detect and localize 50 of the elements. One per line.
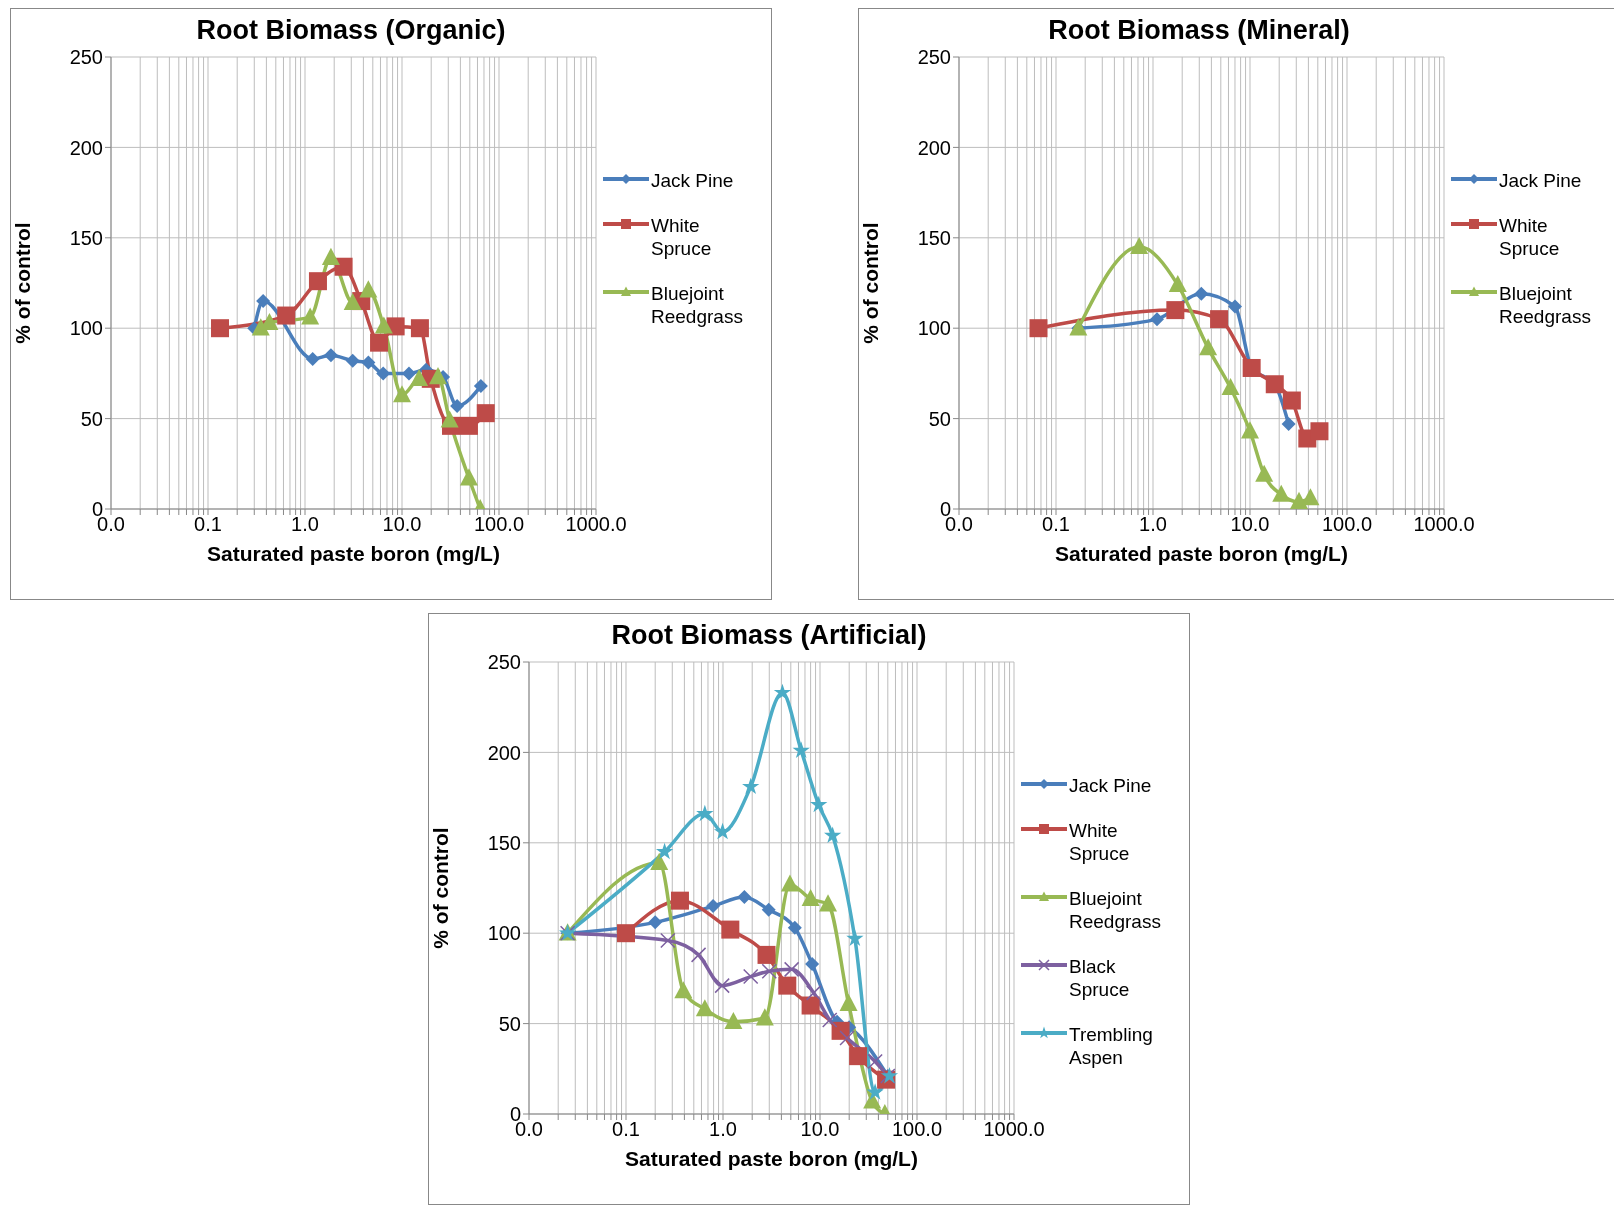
x-tick-label: 1.0 — [709, 1118, 737, 1141]
chart-title: Root Biomass (Mineral) — [1047, 15, 1351, 46]
x-tick-label: 100.0 — [891, 1118, 943, 1141]
legend-label: Bluejoint Reedgrass — [1069, 887, 1162, 933]
legend-label: White Spruce — [1069, 819, 1131, 865]
x-tick-label: 1000.0 — [565, 513, 627, 536]
legend-label: Jack Pine — [1069, 774, 1153, 797]
x-tick-label: 0.1 — [194, 513, 222, 536]
y-axis-title: % of control — [859, 222, 883, 344]
legend-label: Jack Pine — [1499, 169, 1583, 192]
legend-label: Black Spruce — [1069, 955, 1131, 1001]
y-tick-label: 200 — [69, 136, 103, 159]
x-tick-label: 1000.0 — [1413, 513, 1475, 536]
y-tick-label: 150 — [917, 226, 951, 249]
y-tick-label: 200 — [487, 741, 521, 764]
y-axis-title: % of control — [11, 222, 35, 344]
y-tick-label: 100 — [69, 317, 103, 340]
legend-label: White Spruce — [651, 214, 713, 260]
x-tick-label: 10.0 — [382, 513, 422, 536]
y-tick-label: 250 — [69, 46, 103, 69]
legend-label: Jack Pine — [651, 169, 735, 192]
legend-label: Trembling Aspen — [1069, 1023, 1154, 1069]
legend-label: Bluejoint Reedgrass — [651, 282, 744, 328]
y-tick-label: 150 — [69, 226, 103, 249]
x-axis-title: Saturated paste boron (mg/L) — [625, 1147, 918, 1170]
x-tick-label: 100.0 — [1321, 513, 1373, 536]
chart-title: Root Biomass (Artificial) — [610, 620, 928, 651]
y-tick-label: 200 — [917, 136, 951, 159]
y-tick-label: 50 — [80, 407, 103, 430]
y-tick-label: 100 — [917, 317, 951, 340]
y-tick-label: 100 — [487, 922, 521, 945]
y-tick-label: 250 — [487, 651, 521, 674]
x-axis-title: Saturated paste boron (mg/L) — [1055, 542, 1348, 565]
x-tick-label: 0.1 — [1042, 513, 1070, 536]
y-tick-label: 50 — [928, 407, 951, 430]
chart-title: Root Biomass (Organic) — [195, 15, 507, 46]
x-tick-label: 0.1 — [612, 1118, 640, 1141]
legend-label: White Spruce — [1499, 214, 1561, 260]
x-tick-label: 1000.0 — [983, 1118, 1045, 1141]
y-tick-label: 50 — [498, 1012, 521, 1035]
x-tick-label: 10.0 — [800, 1118, 840, 1141]
x-tick-label: 1.0 — [1139, 513, 1167, 536]
y-tick-label: 150 — [487, 831, 521, 854]
x-tick-label: 1.0 — [291, 513, 319, 536]
legend-label: Bluejoint Reedgrass — [1499, 282, 1592, 328]
x-tick-label: 10.0 — [1230, 513, 1270, 536]
x-axis-title: Saturated paste boron (mg/L) — [207, 542, 500, 565]
x-tick-label: 100.0 — [473, 513, 525, 536]
y-tick-label: 250 — [917, 46, 951, 69]
y-axis-title: % of control — [429, 827, 453, 949]
